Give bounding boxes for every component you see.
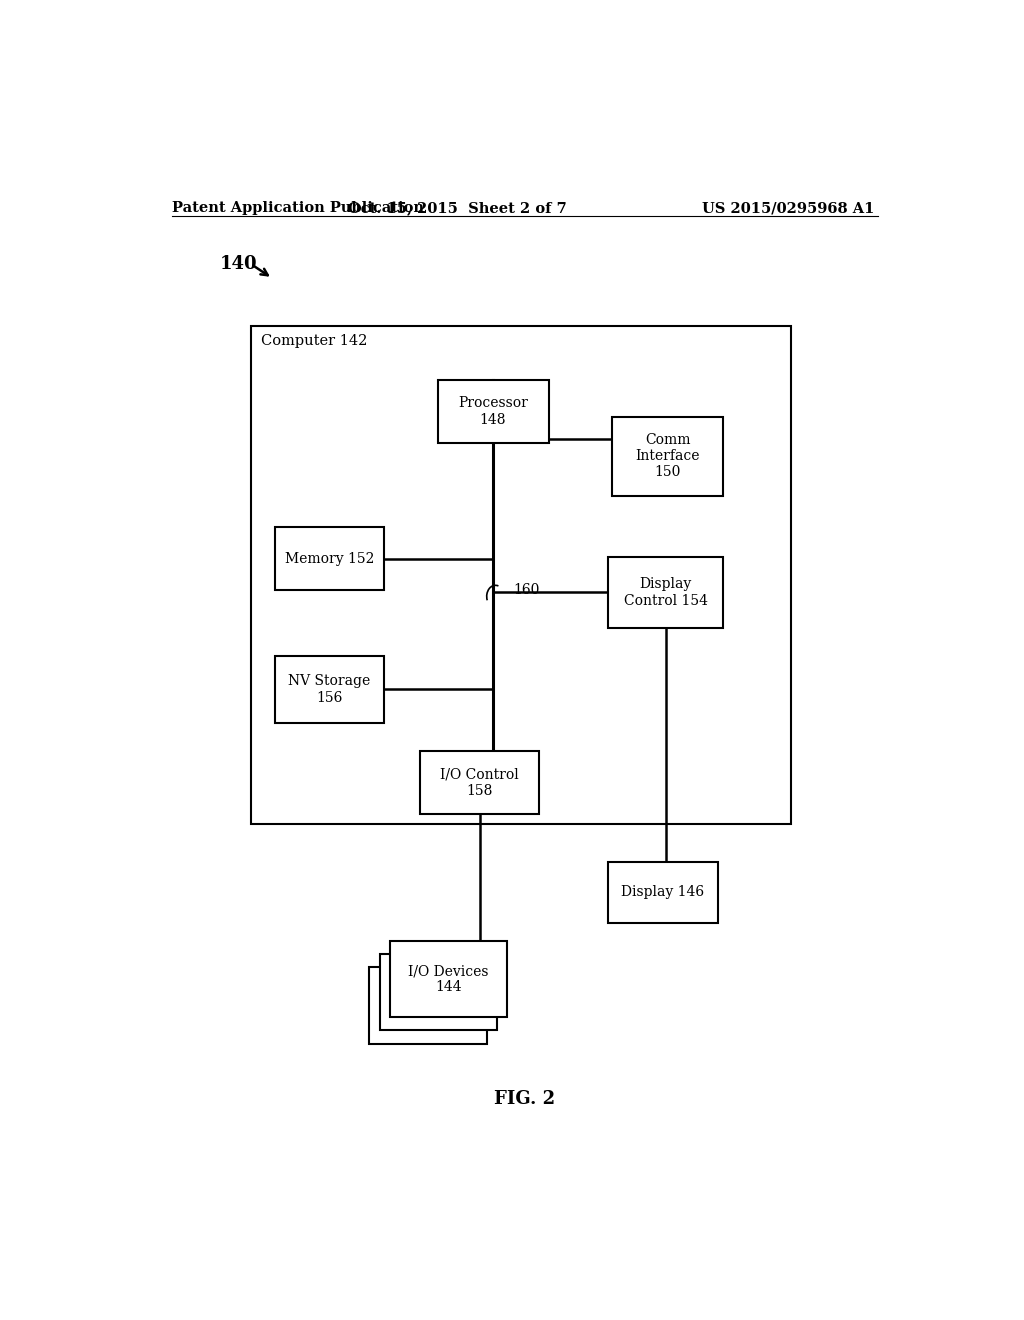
Bar xyxy=(608,862,718,923)
Text: NV Storage
156: NV Storage 156 xyxy=(289,675,371,705)
Bar xyxy=(274,656,384,722)
Text: Processor
148: Processor 148 xyxy=(458,396,528,426)
Text: Comm
Interface
150: Comm Interface 150 xyxy=(636,433,699,479)
Text: US 2015/0295968 A1: US 2015/0295968 A1 xyxy=(701,201,873,215)
Bar xyxy=(437,380,549,444)
Bar xyxy=(370,968,486,1044)
Text: I/O Control
158: I/O Control 158 xyxy=(440,767,519,797)
Text: Display 146: Display 146 xyxy=(622,886,705,899)
Text: FIG. 2: FIG. 2 xyxy=(495,1089,555,1107)
Text: Display
Control 154: Display Control 154 xyxy=(624,577,708,607)
Bar xyxy=(274,528,384,590)
Bar xyxy=(420,751,539,814)
Bar xyxy=(612,417,723,496)
Text: 160: 160 xyxy=(513,583,540,598)
Bar xyxy=(380,954,497,1031)
Bar xyxy=(608,557,723,628)
Bar xyxy=(251,326,791,824)
Text: Patent Application Publication: Patent Application Publication xyxy=(172,201,424,215)
Text: Memory 152: Memory 152 xyxy=(285,552,374,566)
Text: 140: 140 xyxy=(219,255,257,273)
Bar xyxy=(390,941,507,1018)
Text: Oct. 15, 2015  Sheet 2 of 7: Oct. 15, 2015 Sheet 2 of 7 xyxy=(348,201,566,215)
Text: Computer 142: Computer 142 xyxy=(261,334,368,348)
Text: I/O Devices
144: I/O Devices 144 xyxy=(409,964,488,994)
